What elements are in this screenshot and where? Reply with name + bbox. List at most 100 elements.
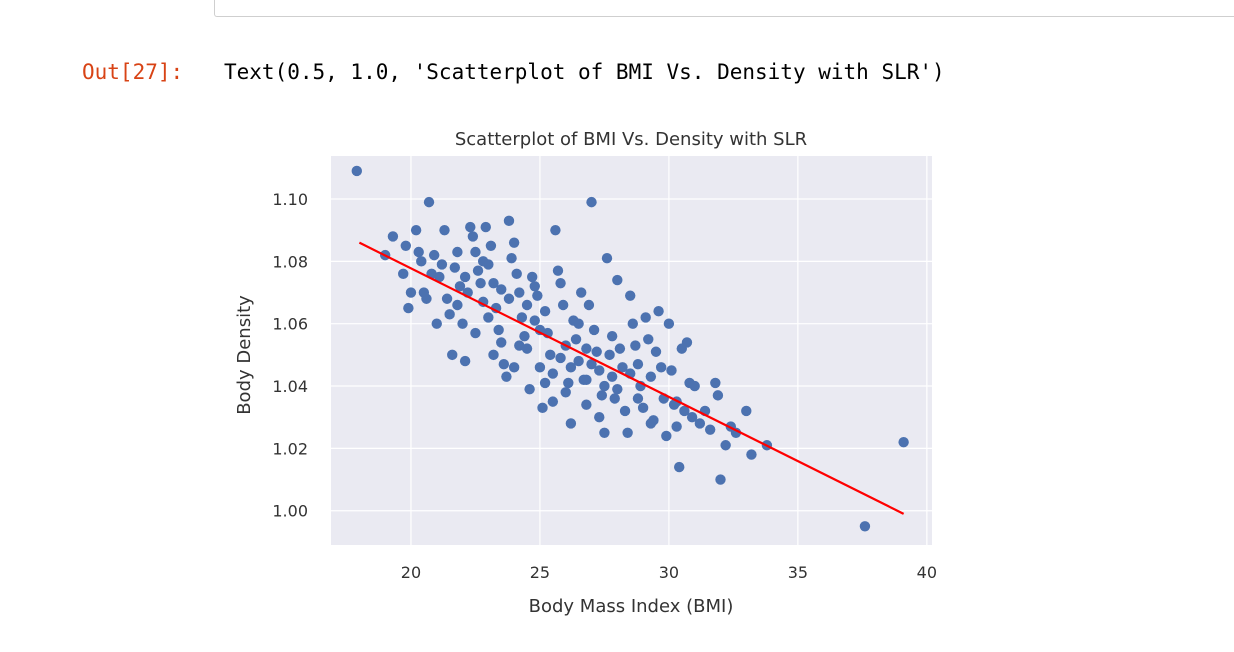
data-point — [627, 318, 638, 329]
data-point — [496, 337, 507, 348]
data-point — [547, 396, 559, 407]
data-point — [444, 309, 455, 320]
data-point — [710, 377, 721, 389]
data-point — [465, 221, 476, 233]
y-tick-label: 1.10 — [272, 190, 308, 209]
data-point — [475, 277, 486, 289]
data-point — [741, 405, 752, 417]
data-point — [477, 256, 489, 267]
data-point — [529, 281, 540, 292]
data-point — [563, 377, 574, 389]
y-tick-label: 1.08 — [272, 252, 308, 271]
y-axis-label: Body Density — [234, 295, 255, 415]
data-point — [581, 399, 592, 410]
data-point — [534, 362, 546, 373]
data-point — [679, 405, 690, 417]
data-point — [581, 343, 592, 354]
data-point — [653, 306, 664, 317]
data-point — [645, 418, 657, 429]
data-point — [591, 346, 602, 357]
data-point — [655, 362, 667, 373]
data-point — [516, 312, 528, 323]
data-point — [614, 343, 626, 354]
data-point — [645, 371, 657, 382]
data-point — [351, 165, 362, 177]
x-axis-label: Body Mass Index (BMI) — [529, 596, 734, 617]
data-point — [410, 224, 422, 236]
data-point — [537, 402, 548, 414]
data-point — [470, 246, 481, 258]
data-point — [470, 327, 481, 339]
x-tick-label: 25 — [530, 563, 550, 582]
y-tick-label: 1.00 — [272, 502, 308, 521]
data-point — [555, 352, 566, 364]
data-point — [485, 240, 497, 251]
data-point — [619, 405, 631, 417]
data-point — [666, 365, 677, 376]
y-tick-label: 1.04 — [272, 377, 308, 396]
data-point — [428, 249, 440, 261]
chart-title: Scatterplot of BMI Vs. Density with SLR — [455, 129, 807, 150]
data-point — [400, 240, 412, 251]
data-point — [503, 215, 515, 227]
data-point — [454, 281, 466, 292]
data-point — [622, 427, 633, 438]
data-point — [689, 380, 700, 392]
x-tick-label: 20 — [401, 563, 421, 582]
data-point — [545, 349, 556, 361]
data-point — [661, 430, 672, 442]
data-point — [457, 318, 468, 329]
data-point — [436, 259, 448, 270]
regression-line — [358, 241, 905, 515]
data-point — [550, 224, 561, 236]
data-point — [529, 315, 540, 326]
data-point — [594, 412, 605, 423]
data-point — [581, 374, 592, 385]
y-tick-label: 1.06 — [272, 315, 308, 334]
x-gridlines — [410, 156, 928, 545]
data-point — [459, 355, 471, 367]
data-point — [632, 359, 644, 370]
data-point — [521, 299, 533, 311]
data-point — [637, 402, 649, 414]
data-point — [617, 362, 628, 373]
data-point — [539, 306, 551, 317]
data-point — [606, 330, 618, 342]
data-point — [859, 521, 871, 532]
data-point — [650, 346, 662, 357]
data-point — [565, 418, 577, 429]
data-point — [480, 221, 491, 233]
data-point — [441, 293, 453, 304]
previous-cell-border — [214, 0, 1234, 17]
data-point — [643, 334, 654, 345]
data-point — [488, 349, 499, 361]
data-point — [423, 196, 435, 208]
data-point — [483, 312, 494, 323]
data-point — [632, 393, 644, 404]
data-point — [609, 393, 620, 404]
data-point — [663, 318, 675, 329]
data-point — [514, 340, 525, 351]
y-tick-labels: 1.00 1.02 1.04 1.06 1.08 1.10 — [272, 190, 308, 521]
data-point — [431, 318, 442, 329]
data-point — [612, 274, 623, 286]
data-point — [488, 277, 499, 289]
y-tick-label: 1.02 — [272, 439, 308, 458]
data-point — [630, 340, 641, 351]
data-point — [493, 324, 504, 336]
data-point — [715, 474, 726, 485]
data-point — [496, 284, 507, 295]
data-point — [552, 265, 564, 276]
data-point — [452, 246, 463, 258]
data-points — [351, 165, 909, 532]
data-point — [594, 365, 605, 376]
data-point — [694, 418, 706, 429]
x-tick-labels: 20 25 30 35 40 — [401, 563, 937, 582]
data-point — [506, 253, 517, 264]
data-point — [704, 424, 716, 435]
data-point — [524, 383, 535, 395]
data-point — [511, 268, 522, 280]
data-point — [421, 293, 432, 304]
data-point — [573, 355, 584, 367]
output-text: Text(0.5, 1.0, 'Scatterplot of BMI Vs. D… — [224, 60, 945, 84]
